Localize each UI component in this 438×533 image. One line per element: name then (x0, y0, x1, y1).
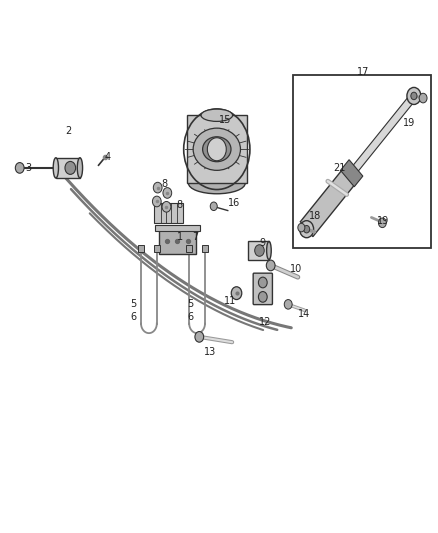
Text: 6: 6 (131, 312, 137, 322)
Circle shape (298, 223, 305, 232)
Text: 5: 5 (131, 299, 137, 309)
Text: 18: 18 (309, 211, 321, 221)
Ellipse shape (188, 173, 245, 194)
Text: 16: 16 (228, 198, 240, 207)
Circle shape (284, 300, 292, 309)
Bar (202, 245, 208, 252)
Circle shape (15, 163, 24, 173)
Circle shape (411, 92, 417, 100)
Text: 5: 5 (187, 299, 194, 309)
FancyBboxPatch shape (253, 273, 272, 305)
Circle shape (378, 218, 386, 228)
Circle shape (195, 332, 204, 342)
Text: 2: 2 (65, 126, 71, 135)
Circle shape (258, 292, 267, 302)
Polygon shape (300, 166, 358, 237)
Polygon shape (340, 160, 363, 187)
Bar (155, 225, 200, 231)
Ellipse shape (77, 158, 83, 178)
Text: 15: 15 (219, 115, 232, 125)
Circle shape (419, 93, 427, 103)
Bar (154, 203, 183, 223)
Text: 12: 12 (259, 318, 271, 327)
Circle shape (210, 202, 217, 211)
Text: 14: 14 (298, 310, 311, 319)
Bar (159, 228, 196, 254)
Text: 17: 17 (357, 67, 370, 77)
Text: 4: 4 (104, 152, 110, 162)
Circle shape (407, 87, 421, 104)
Circle shape (65, 161, 76, 174)
Text: 13: 13 (204, 347, 216, 357)
Ellipse shape (53, 158, 59, 178)
Circle shape (152, 196, 161, 207)
Text: 8: 8 (177, 200, 183, 210)
Bar (56, 158, 80, 178)
Text: 7: 7 (192, 232, 198, 242)
Circle shape (300, 221, 314, 238)
Circle shape (231, 287, 242, 300)
Bar (186, 245, 192, 252)
Bar (154, 245, 160, 252)
Text: 8: 8 (161, 179, 167, 189)
Circle shape (163, 188, 172, 198)
Bar (187, 115, 247, 183)
Ellipse shape (203, 137, 231, 161)
Text: 19: 19 (403, 118, 416, 127)
Bar (248, 241, 269, 260)
Ellipse shape (193, 128, 240, 171)
Text: 11: 11 (224, 296, 236, 306)
Circle shape (162, 201, 171, 212)
Text: 10: 10 (290, 264, 302, 274)
Text: 9: 9 (260, 238, 266, 247)
Text: 3: 3 (25, 163, 32, 173)
Ellipse shape (201, 109, 233, 122)
Circle shape (255, 245, 264, 256)
Circle shape (207, 138, 226, 161)
Text: 1: 1 (177, 232, 183, 242)
Text: 19: 19 (377, 216, 389, 226)
Circle shape (304, 225, 310, 233)
Bar (138, 245, 144, 252)
Circle shape (153, 182, 162, 193)
Bar (293, 75, 431, 248)
Text: 21: 21 (333, 163, 346, 173)
Ellipse shape (267, 241, 271, 260)
Polygon shape (349, 93, 417, 176)
Text: 6: 6 (187, 312, 194, 322)
Circle shape (266, 260, 275, 271)
Circle shape (258, 277, 267, 288)
